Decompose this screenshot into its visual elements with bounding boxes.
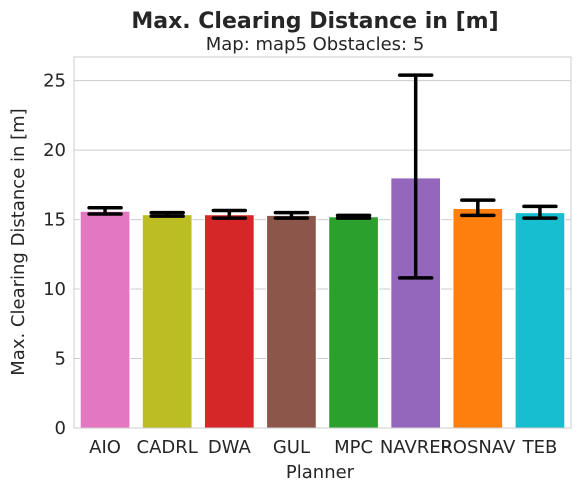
y-tick-label: 25 [43, 71, 66, 92]
x-tick-label: TEB [522, 437, 558, 458]
x-tick-label: DWA [208, 437, 252, 458]
y-tick-labels: 0 5 10 15 20 25 [43, 71, 66, 439]
bar-mpc [328, 216, 379, 429]
x-tick-label: CADRL [137, 437, 198, 458]
y-tick-label: 0 [55, 418, 66, 439]
x-tick-label: NAVREP [380, 437, 452, 458]
bar-dwa [203, 214, 255, 429]
y-tick-label: 20 [43, 140, 66, 161]
error-bars [87, 73, 558, 280]
y-tick-label: 5 [55, 349, 66, 370]
bar-rosnav [452, 207, 504, 429]
x-tick-label: ROSNAV [440, 437, 516, 458]
x-axis-label: Planner [286, 462, 355, 483]
y-tick-label: 10 [43, 279, 66, 300]
x-tick-label: GUL [273, 437, 310, 458]
x-tick-label: MPC [334, 437, 373, 458]
chart-subtitle: Map: map5 Obstacles: 5 [206, 34, 425, 55]
plot-frame [73, 56, 572, 429]
bar-cadrl [141, 214, 193, 429]
x-tick-label: AIO [89, 437, 121, 458]
chart-title: Max. Clearing Distance in [m] [131, 9, 498, 34]
y-tick-label: 15 [43, 210, 66, 231]
bar-gul [266, 214, 317, 429]
bar-teb [514, 212, 566, 429]
bar-aio [79, 210, 131, 429]
y-axis-label: Max. Clearing Distance in [m] [8, 108, 29, 375]
